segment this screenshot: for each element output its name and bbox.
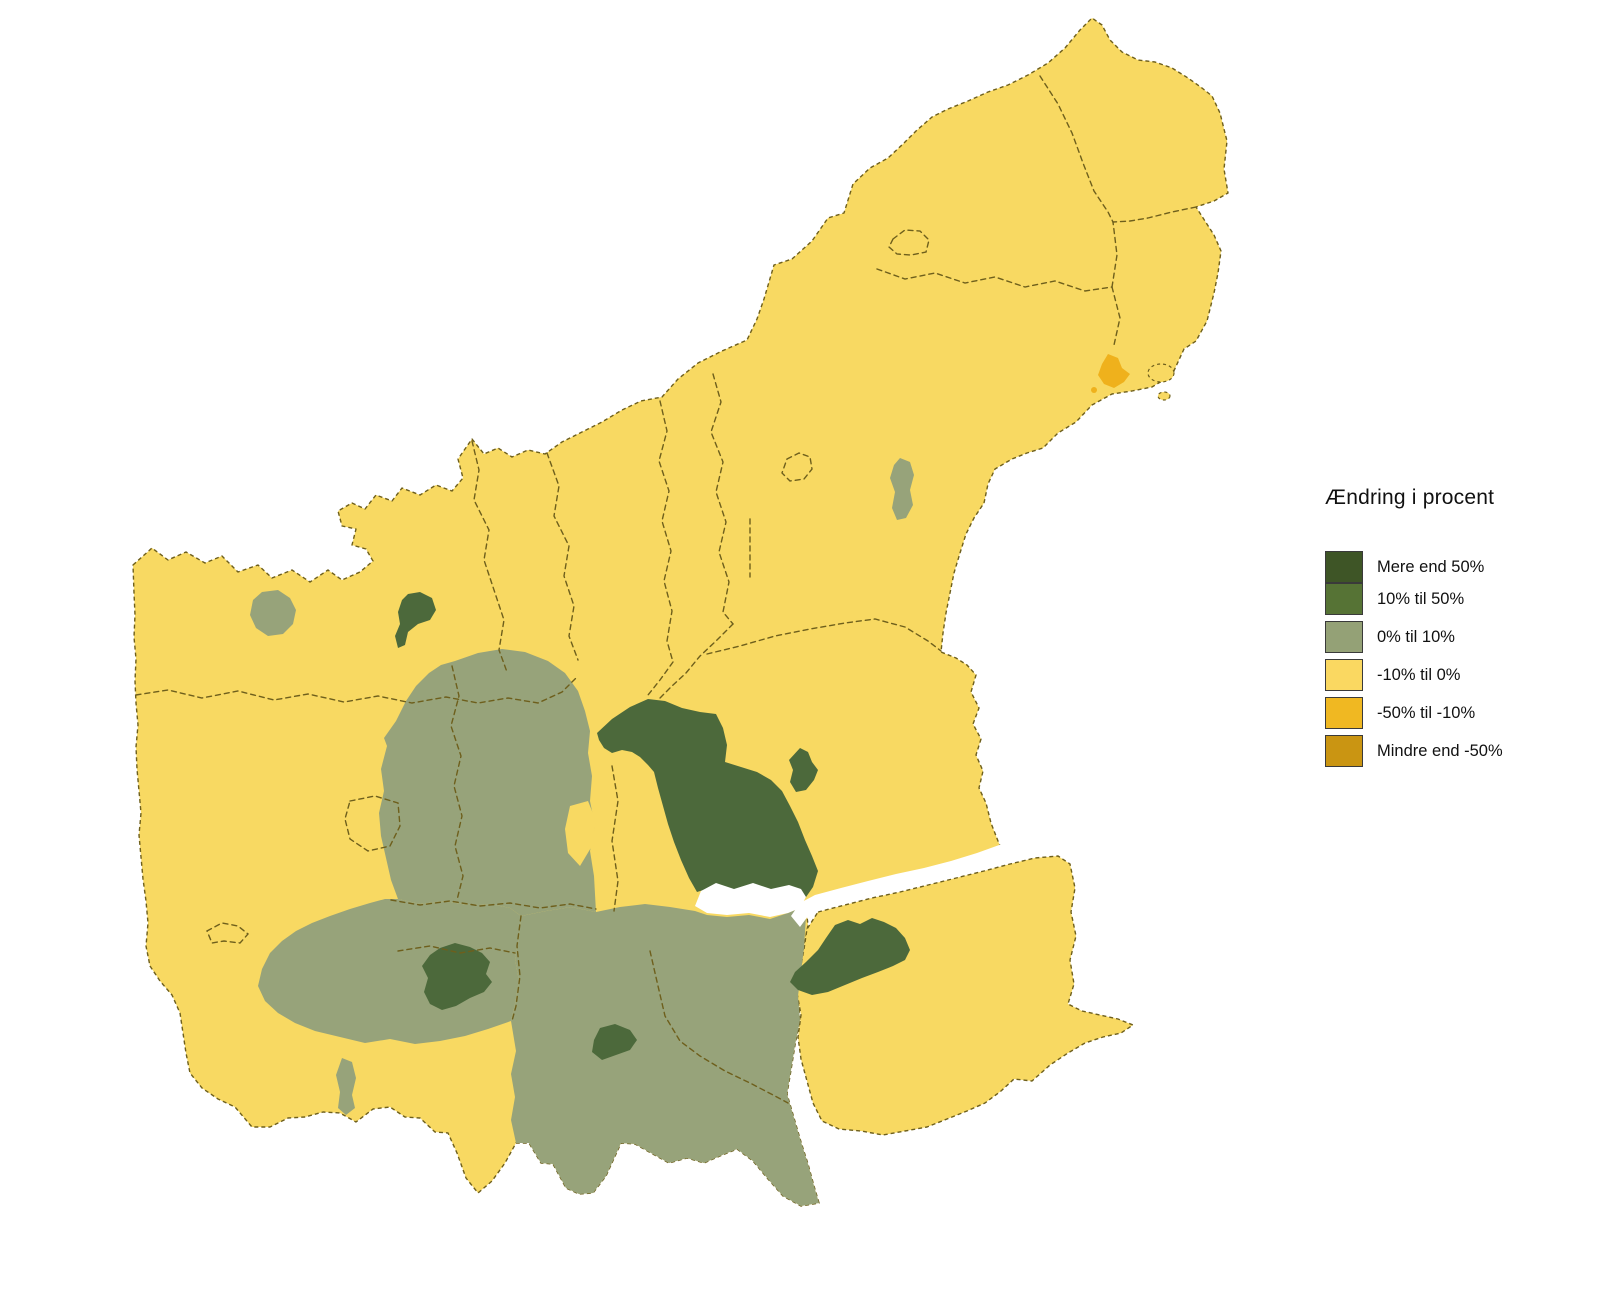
border-line bbox=[706, 618, 942, 655]
southwest-sage-region bbox=[258, 899, 521, 1044]
legend-item: Mere end 50% bbox=[1325, 551, 1484, 583]
green-satellite-blob-ne bbox=[789, 748, 818, 792]
border-line bbox=[390, 899, 597, 910]
border-enclave bbox=[888, 229, 930, 256]
west-central-sage-region bbox=[379, 649, 596, 916]
green-blob-south-town bbox=[592, 1024, 637, 1060]
legend-label: Mindre end -50% bbox=[1377, 741, 1503, 760]
legend-item: -10% til 0% bbox=[1325, 659, 1460, 691]
border-line bbox=[1111, 286, 1121, 346]
legend-item: Mindre end -50% bbox=[1325, 735, 1503, 767]
border-line bbox=[647, 661, 674, 696]
border-line bbox=[397, 945, 516, 954]
legend-label: -10% til 0% bbox=[1377, 665, 1461, 684]
orange-speck bbox=[1091, 387, 1097, 393]
harbor-inlet-water bbox=[695, 883, 806, 917]
border-line bbox=[1039, 75, 1114, 223]
legend-title: Ændring i procent bbox=[1325, 486, 1495, 509]
green-blob-southeast-landmass bbox=[790, 918, 910, 995]
border-enclave bbox=[781, 452, 813, 482]
border-line bbox=[471, 440, 508, 673]
north-central-town-sage-blob bbox=[890, 458, 914, 520]
channel-water bbox=[791, 844, 1032, 927]
orange-region-group bbox=[1091, 354, 1130, 393]
border-line bbox=[1112, 206, 1197, 223]
border-line bbox=[611, 765, 619, 912]
northwest-town-sage-blob bbox=[250, 590, 296, 636]
islet-large bbox=[1147, 363, 1175, 383]
border-line bbox=[710, 373, 734, 625]
border-line bbox=[659, 623, 734, 699]
legend-swatch-minus50-til-minus10 bbox=[1325, 697, 1363, 729]
legend-item: -50% til -10% bbox=[1325, 697, 1475, 729]
orange-coastal-town-blob bbox=[1098, 354, 1130, 388]
legend-label: -50% til -10% bbox=[1377, 703, 1476, 722]
south-central-sage-region bbox=[511, 904, 819, 1206]
border-line bbox=[649, 950, 789, 1104]
border-enclave bbox=[344, 795, 401, 852]
southwest-town-sage-blob bbox=[336, 1058, 356, 1115]
green-regions-group bbox=[395, 592, 910, 1060]
border-line bbox=[658, 400, 674, 663]
legend-label: 0% til 10% bbox=[1377, 627, 1455, 646]
water-group bbox=[695, 844, 1032, 927]
legend-label: 10% til 50% bbox=[1377, 589, 1465, 608]
legend-label: Mere end 50% bbox=[1377, 557, 1485, 576]
legend-swatch-minus10-til-0 bbox=[1325, 659, 1363, 691]
legend-swatch-mindre-end-minus50 bbox=[1325, 735, 1363, 767]
municipal-borders-group bbox=[135, 75, 1197, 1104]
border-line bbox=[511, 915, 522, 1022]
legend: Ændring i procent Mere end 50% 10% til 5… bbox=[1325, 486, 1605, 767]
border-line bbox=[135, 675, 579, 704]
legend-swatch-mere-end-50 bbox=[1325, 551, 1363, 583]
sage-regions-group bbox=[250, 458, 914, 1206]
islet-small bbox=[1157, 391, 1171, 401]
yellow-enclaves-group bbox=[565, 801, 596, 866]
border-line bbox=[546, 452, 579, 661]
legend-swatch-10-til-50 bbox=[1325, 583, 1363, 615]
border-line bbox=[876, 268, 1113, 292]
border-line bbox=[1111, 221, 1118, 288]
green-blob-southwest-town bbox=[422, 943, 492, 1010]
yellow-enclave-wedge bbox=[565, 801, 596, 866]
central-capital-green-region bbox=[597, 699, 818, 908]
border-line bbox=[450, 665, 464, 901]
legend-item: 0% til 10% bbox=[1325, 621, 1455, 653]
border-enclave bbox=[206, 922, 250, 944]
legend-swatch-0-til-10 bbox=[1325, 621, 1363, 653]
green-blob-northwest bbox=[395, 592, 436, 648]
legend-item: 10% til 50% bbox=[1325, 583, 1464, 615]
